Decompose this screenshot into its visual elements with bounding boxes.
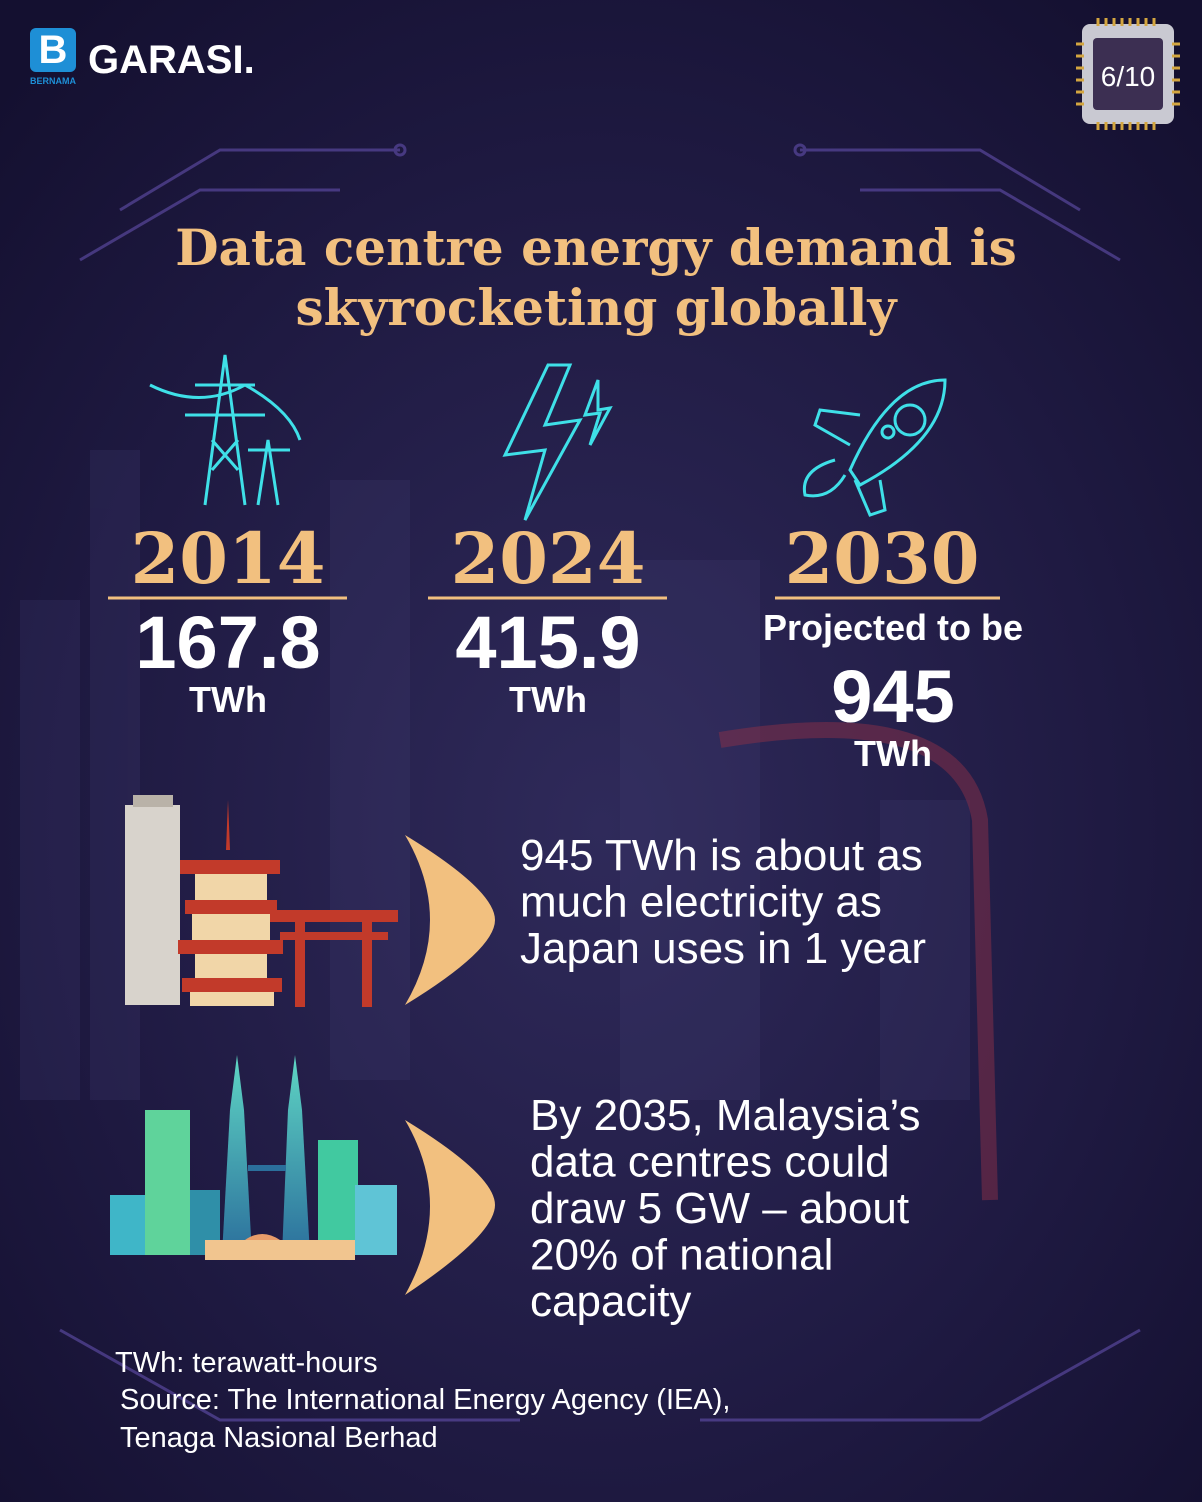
logo-caption: BERNAMA (30, 76, 76, 86)
stat-value: 167.8 (135, 601, 320, 684)
title-line: skyrocketing globally (296, 278, 899, 337)
comparison-line: 945 TWh is about as (520, 831, 923, 880)
comparison-line: Japan uses in 1 year (520, 924, 926, 973)
comparison-line: By 2035, Malaysia’s (530, 1091, 921, 1140)
circuit-lines (59, 143, 1141, 1422)
comparison-line: data centres could (530, 1138, 890, 1187)
title-line: Data centre energy demand is (175, 218, 1017, 277)
malaysia-illustration (110, 1055, 397, 1260)
stat-unit: TWh (854, 733, 932, 774)
comparison-line: 20% of national (530, 1231, 833, 1280)
footnote-line: Source: The International Energy Agency … (120, 1384, 730, 1416)
decor-wire (718, 722, 998, 1201)
stat-unit: TWh (189, 679, 267, 720)
chevron (405, 1120, 495, 1295)
footnote-line: Tenaga Nasional Berhad (120, 1422, 438, 1454)
japan-illustration (125, 795, 398, 1007)
brand-name: GARASI. (88, 38, 255, 82)
logo-mark (30, 28, 76, 72)
stat-value: 415.9 (455, 601, 640, 684)
chevron (405, 835, 495, 1005)
page-indicator: 6/10 (1101, 61, 1156, 92)
stat-value: 945 (831, 655, 954, 738)
page-chip: 6/10 (1076, 18, 1180, 130)
rocket-icon (802, 378, 947, 517)
bolt-icon (502, 363, 613, 521)
stat-year: 2014 (131, 517, 326, 600)
logo-letter: B (39, 28, 68, 72)
stat-year: 2030 (785, 517, 980, 600)
pylon-icon (149, 354, 302, 506)
stat-unit: TWh (509, 679, 587, 720)
comparison-line: much electricity as (520, 878, 882, 927)
comparison-line: draw 5 GW – about (530, 1184, 909, 1233)
stat-prefix: Projected to be (763, 607, 1023, 648)
footnote-line: TWh: terawatt-hours (115, 1347, 378, 1379)
stat-year: 2024 (451, 517, 646, 600)
comparison-line: capacity (530, 1277, 691, 1326)
